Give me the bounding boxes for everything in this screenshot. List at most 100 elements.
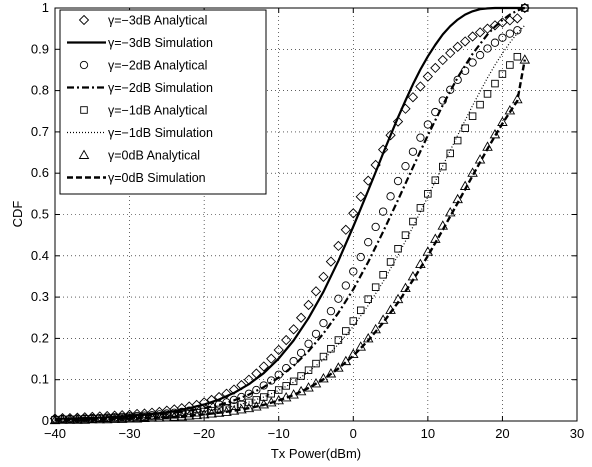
legend-marker-0 (78, 14, 90, 26)
legend-box (59, 9, 267, 195)
series-4-point (446, 149, 454, 158)
series-6-point (318, 373, 329, 383)
series-2-point (498, 33, 507, 42)
legend-label-1: γ=−3dB Simulation (108, 36, 213, 50)
series-0-point (258, 361, 269, 372)
legend-label-2: γ=−2dB Analytical (108, 59, 207, 73)
series-0-point (213, 391, 225, 403)
series-4-point (476, 100, 484, 109)
series-6-point (295, 385, 307, 396)
series-2-point (349, 267, 358, 276)
series-4-point (498, 70, 507, 78)
series-4-point (282, 382, 290, 390)
series-2-point (408, 147, 418, 156)
series-4-point (401, 231, 410, 239)
series-4-point (297, 372, 305, 380)
series-2-point (326, 306, 336, 316)
legend-label-3: γ=−2dB Simulation (108, 81, 213, 95)
series-0-point (295, 312, 307, 323)
series-2-point (296, 348, 306, 358)
series-0-point (266, 353, 277, 364)
legend-label-5: γ=−1dB Simulation (108, 126, 213, 140)
legend-label-7: γ=0dB Simulation (108, 171, 206, 185)
series-6-point (340, 355, 352, 366)
y-axis-label: CDF (10, 201, 25, 228)
series-4-point (371, 283, 380, 291)
series-layer (49, 2, 531, 425)
legend: γ=−3dB Analytical γ=−3dB Simulation γ=−2dB… (59, 9, 267, 195)
series-2-point (334, 294, 343, 303)
series-2-point (386, 192, 395, 201)
y-tick-label: 0.1 (31, 372, 49, 387)
series-4-point (506, 61, 514, 69)
series-0-point (310, 286, 322, 297)
x-axis-label: Tx Power(dBm) (271, 446, 361, 461)
series-0-point (512, 13, 523, 24)
series-0-point (340, 224, 351, 235)
series-4-point (364, 295, 372, 303)
series-0-point (348, 208, 359, 219)
x-tick-label: 30 (570, 426, 584, 441)
series-0-point (415, 81, 426, 92)
x-tick-label: 20 (495, 426, 509, 441)
series-6-point (303, 382, 314, 392)
series-2-point (259, 381, 268, 390)
y-tick-label: 1 (42, 0, 49, 15)
series-0-point (430, 62, 441, 74)
series-2-point (341, 281, 350, 290)
series-0-point (333, 240, 344, 252)
series-0-point (437, 54, 448, 66)
series-0-point (452, 41, 463, 52)
series-4-point (491, 79, 499, 88)
legend-marker-4 (80, 106, 88, 114)
series-4-point (304, 366, 313, 374)
series-4-point (453, 136, 462, 145)
series-2-point (468, 58, 477, 67)
x-tick-labels: −40 −30 −20 −10 0 10 20 30 (44, 426, 584, 441)
series-3-line (54, 6, 526, 421)
series-0-point (281, 334, 292, 346)
series-4-point (274, 386, 283, 394)
legend-label-0: γ=−3dB Analytical (108, 14, 207, 28)
y-tick-label: 0.3 (31, 289, 49, 304)
series-0-point (363, 175, 374, 186)
series-4-point (513, 52, 522, 61)
series-0-point (355, 191, 366, 202)
series-2-point (319, 318, 328, 328)
x-tick-label: 10 (421, 426, 435, 441)
series-0-point (467, 31, 478, 42)
series-0-point (109, 410, 120, 421)
series-0-point (288, 324, 299, 335)
series-3 (54, 6, 526, 421)
series-0-point (474, 27, 486, 38)
series-0-point (392, 116, 404, 127)
series-4-point (245, 398, 253, 407)
series-2-point (401, 162, 410, 171)
series-2-point (371, 222, 380, 232)
series-0-point (221, 388, 232, 399)
y-tick-label: 0.5 (31, 207, 49, 222)
legend-marker-6 (78, 149, 90, 159)
series-6-point (310, 377, 322, 388)
x-tick-label: 0 (350, 426, 357, 441)
series-2-point (505, 29, 515, 38)
series-0-point (445, 47, 456, 59)
series-0-point (318, 271, 329, 282)
series-0-point (325, 256, 337, 267)
y-tick-label: 0.9 (31, 41, 49, 56)
series-2-point (416, 133, 425, 142)
series-4-point (349, 317, 358, 325)
series-2-point (483, 44, 492, 53)
series-0-point (206, 394, 217, 406)
series-2-point (490, 38, 500, 47)
series-2-point (393, 176, 403, 186)
y-tick-label: 0 (42, 413, 49, 428)
y-tick-label: 0.7 (31, 124, 49, 139)
series-0-point (422, 71, 433, 82)
legend-label-6: γ=0dB Analytical (108, 149, 200, 163)
y-tick-label: 0.6 (31, 165, 49, 180)
series-0-point (460, 36, 471, 47)
series-6-point (333, 362, 344, 372)
series-4-point (252, 396, 261, 404)
y-tick-label: 0.2 (31, 330, 49, 345)
